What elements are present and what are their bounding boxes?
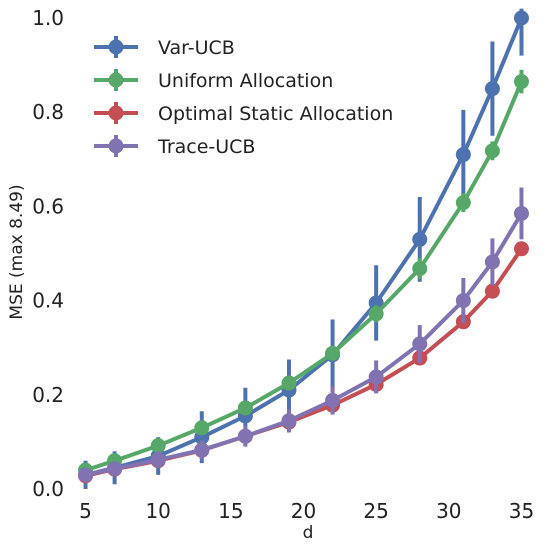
data-point [455,147,471,163]
series-line [84,80,524,473]
legend-label: Trace-UCB [157,136,255,158]
series-1 [78,69,529,478]
data-point [281,375,297,391]
legend-label: Var-UCB [158,37,235,59]
data-point [412,261,428,277]
data-point [237,400,253,416]
y-tick-label: 0.6 [32,194,64,218]
legend-label: Optimal Static Allocation [158,103,393,125]
x-tick-label: 5 [79,499,92,523]
series-line [85,212,524,477]
data-point [325,345,341,361]
data-point [412,231,428,247]
data-point [455,195,471,211]
x-tick-label: 35 [509,499,534,523]
x-tick-label: 30 [436,499,461,523]
y-tick-label: 0.8 [32,100,64,124]
y-tick-label: 0.0 [32,477,64,501]
x-tick-label: 10 [145,499,170,523]
data-point [368,369,384,385]
legend: Var-UCB Uniform Allocation Optimal Static … [94,36,393,158]
data-point [150,438,166,454]
data-point [513,241,529,257]
x-tick-label: 20 [291,499,316,523]
data-point [194,420,210,436]
data-point [484,283,500,299]
series-3 [78,187,529,483]
x-axis-label: d [303,523,314,543]
y-tick-label: 0.4 [32,289,64,313]
data-point [368,295,384,311]
data-point [455,293,471,309]
legend-item: Trace-UCB [94,135,255,158]
data-point [412,336,428,352]
data-point [237,428,253,444]
legend-item: Optimal Static Allocation [94,102,393,125]
data-point [513,74,529,90]
data-point [484,143,500,159]
data-point [325,392,341,408]
series-2 [78,241,529,484]
legend-item: Var-UCB [94,36,235,59]
legend-label: Uniform Allocation [158,70,333,92]
y-axis-label: MSE (max 8.49) [7,184,27,319]
data-point [484,81,500,97]
data-point [368,306,384,322]
data-point [513,10,529,26]
plot-area [78,8,529,489]
data-point [513,205,529,221]
series-line [85,247,524,478]
x-axis-ticks: 5 10 15 20 25 30 35 [79,499,534,523]
series-layer [78,8,529,489]
data-point [484,254,500,270]
legend-item: Uniform Allocation [94,69,333,92]
data-point [194,442,210,458]
data-point [281,413,297,429]
data-point [107,461,123,477]
y-axis-ticks: 0.0 0.2 0.4 0.6 0.8 1.0 [32,6,64,501]
y-tick-label: 1.0 [32,6,64,30]
x-tick-label: 15 [218,499,243,523]
data-point [78,467,94,483]
x-tick-label: 25 [363,499,388,523]
y-tick-label: 0.2 [32,383,64,407]
data-point [150,452,166,468]
